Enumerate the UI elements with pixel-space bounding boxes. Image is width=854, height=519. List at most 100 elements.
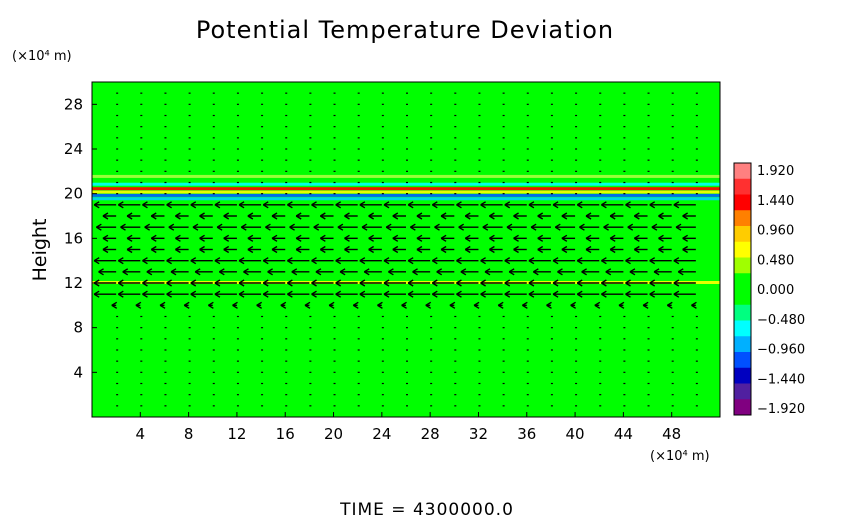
wind-arrow — [480, 201, 503, 209]
wind-arrow — [581, 268, 600, 276]
plot-area — [91, 81, 721, 418]
colorbar-segment — [734, 257, 751, 274]
wind-arrow — [513, 234, 527, 242]
wind-arrow — [142, 257, 165, 265]
wind-arrow — [247, 245, 262, 254]
wind-arrow — [313, 223, 334, 231]
wind-arrow — [385, 223, 406, 231]
wind-arrow — [359, 279, 382, 287]
temperature-band — [92, 197, 720, 201]
wind-arrow — [601, 201, 624, 209]
wind-arrow — [311, 257, 334, 265]
colorbar-segment — [734, 336, 751, 353]
wind-arrow — [166, 201, 189, 209]
wind-arrow — [190, 257, 213, 265]
wind-arrow — [407, 201, 431, 209]
wind-arrow — [388, 268, 406, 276]
colorbar-segment — [734, 320, 751, 337]
wind-arrow — [633, 212, 648, 220]
colorbar-label: −0.960 — [757, 343, 805, 358]
wind-arrow — [368, 212, 382, 220]
wind-arrow — [392, 212, 406, 220]
x-tick-label: 28 — [421, 425, 440, 443]
colorbar-label: 1.920 — [757, 164, 794, 179]
wind-arrow — [576, 279, 600, 287]
wind-arrow — [537, 245, 551, 254]
wind-arrow — [673, 290, 696, 298]
wind-arrow — [287, 201, 310, 209]
wind-arrow — [603, 223, 624, 231]
wind-arrow — [117, 201, 141, 209]
wind-arrow — [199, 212, 213, 220]
wind-arrow — [440, 212, 455, 220]
wind-arrow — [102, 212, 117, 220]
wind-arrow — [649, 257, 672, 265]
wind-arrow — [458, 223, 479, 231]
temperature-band — [92, 190, 720, 194]
wind-arrow — [609, 212, 624, 220]
colorbar-segment — [734, 399, 751, 416]
wind-arrow — [673, 201, 696, 209]
y-tick-label: 24 — [64, 140, 83, 158]
wind-arrow — [223, 212, 237, 220]
wind-arrow — [440, 245, 455, 254]
wind-arrow — [117, 257, 141, 265]
wind-arrow — [401, 301, 407, 309]
wind-arrow — [416, 234, 431, 242]
wind-arrow — [383, 290, 406, 298]
wind-arrow — [199, 245, 213, 254]
wind-arrow — [497, 301, 504, 309]
wind-arrow — [585, 234, 600, 242]
wind-arrow — [319, 212, 334, 220]
wind-arrow — [359, 201, 382, 209]
wind-arrow — [111, 301, 118, 309]
wind-arrow — [262, 290, 286, 298]
wind-arrow — [456, 201, 479, 209]
wind-arrow — [117, 290, 141, 298]
wind-arrow — [287, 257, 310, 265]
wind-arrow — [311, 290, 334, 298]
wind-arrow — [150, 212, 165, 220]
wind-arrow — [480, 290, 503, 298]
wind-arrow — [122, 268, 141, 276]
wind-arrow — [528, 257, 551, 265]
wind-arrow — [625, 201, 648, 209]
temperature-band — [92, 187, 720, 191]
wind-arrow — [431, 290, 455, 298]
wind-arrow — [175, 212, 189, 220]
wind-arrow — [352, 301, 359, 309]
colorbar-segment — [734, 304, 751, 321]
x-axis-ticks: 4 8 12 16 20 24 28 32 36 40 44 48 — [136, 412, 681, 443]
x-tick-label: 8 — [184, 425, 194, 443]
wind-arrow — [142, 201, 165, 209]
wind-arrow — [407, 279, 431, 287]
wind-arrow — [675, 223, 696, 231]
x-tick-label: 20 — [324, 425, 343, 443]
wind-arrow — [609, 234, 624, 242]
wind-arrow — [464, 245, 479, 254]
wind-arrow — [383, 257, 406, 265]
wind-arrow — [218, 268, 237, 276]
wind-arrow — [431, 201, 455, 209]
wind-arrow — [199, 234, 213, 242]
colorbar-segment — [734, 383, 751, 400]
wind-arrow — [135, 301, 142, 309]
wind-arrow — [328, 301, 335, 309]
wind-arrow — [425, 301, 432, 309]
wind-arrow — [557, 268, 576, 276]
wind-arrow — [682, 234, 696, 242]
wind-arrow — [295, 234, 310, 242]
y-axis-ticks: 4 8 12 16 20 24 28 — [64, 95, 97, 381]
wind-arrow — [383, 279, 406, 287]
wind-arrow — [682, 212, 696, 220]
wind-arrow — [554, 223, 576, 231]
wind-arrow — [126, 212, 141, 220]
wind-arrow — [319, 245, 334, 254]
wind-arrow — [289, 223, 310, 231]
wind-arrow — [383, 201, 406, 209]
wind-arrow — [271, 234, 286, 242]
chart-title: Potential Temperature Deviation — [196, 16, 614, 44]
colorbar-segment — [734, 226, 751, 243]
wind-arrow — [166, 290, 189, 298]
wind-arrow — [456, 257, 479, 265]
